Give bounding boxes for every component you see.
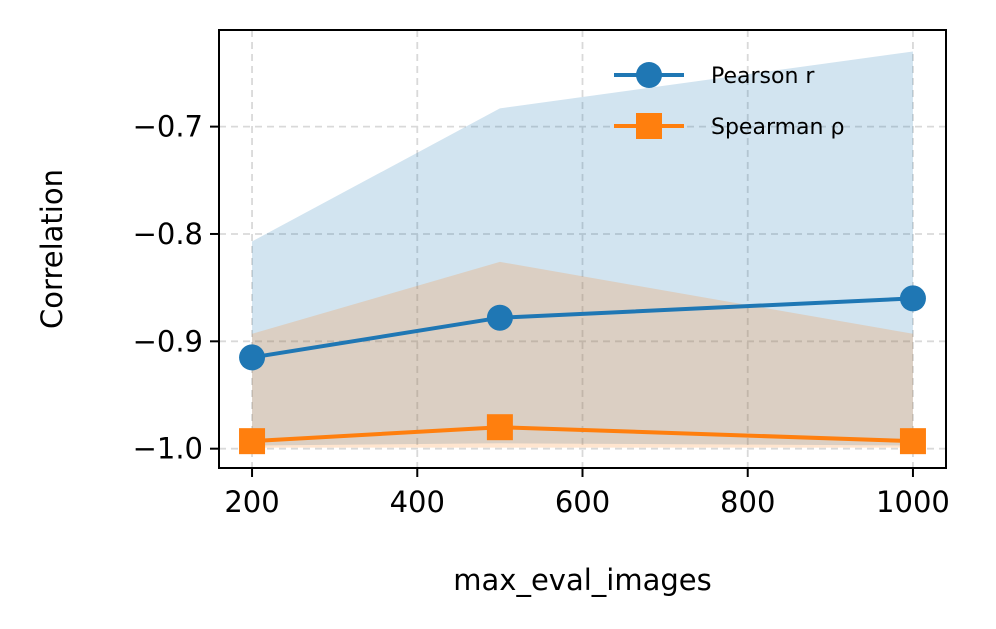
band-1 [252,261,913,448]
series-1-point-0 [239,428,266,455]
x-axis-label: max_eval_images [453,563,711,597]
legend-item-spearman: Spearman ρ [614,113,844,140]
y-tick-label-1: −0.9 [133,324,203,358]
legend-label-spearman: Spearman ρ [711,115,844,140]
x-tick-label-4: 1000 [876,485,950,519]
x-axis-ticks: 200 400 600 800 1000 [224,468,950,519]
series-1-point-1 [486,414,513,441]
y-tick-label-2: −0.8 [133,217,203,251]
y-tick-label-0: −1.0 [133,432,203,466]
x-tick-label-2: 600 [555,485,610,519]
legend-label-pearson: Pearson r [711,64,815,89]
band-0 [252,51,913,446]
series-0-point-0 [239,344,266,371]
legend-marker-pearson [636,62,662,88]
y-axis-ticks: −1.0 −0.9 −0.8 −0.7 [133,110,219,466]
series-markers [239,285,926,455]
y-axis-label: Correlation [35,169,69,329]
x-tick-label-3: 800 [720,485,775,519]
legend: Pearson r Spearman ρ [614,62,844,140]
series-0-point-2 [899,285,926,312]
legend-item-pearson: Pearson r [614,62,815,89]
x-tick-label-0: 200 [224,485,279,519]
confidence-bands [252,51,913,448]
y-tick-label-3: −0.7 [133,110,203,144]
x-tick-label-1: 400 [390,485,445,519]
legend-marker-spearman [636,113,662,139]
series-1-point-2 [899,428,926,455]
series-0-point-1 [486,304,513,331]
